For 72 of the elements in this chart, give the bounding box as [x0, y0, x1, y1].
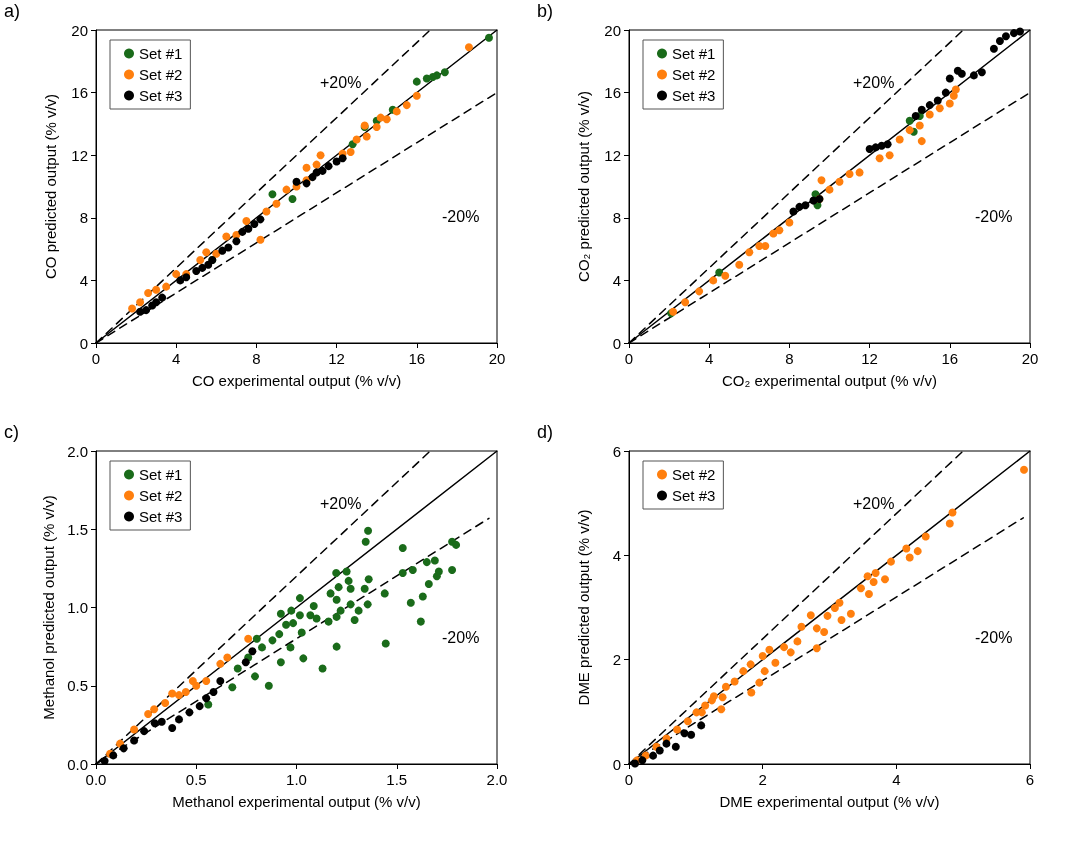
y-tick-label: 2.0	[67, 442, 88, 460]
x-tick-label: 16	[408, 350, 426, 367]
y-tick-label: 16	[71, 84, 88, 102]
y-tick-label: 0.0	[67, 755, 88, 773]
y-axis-title: Methanol predicted output (% v/v)	[40, 495, 58, 720]
y-tick-label: 1.0	[67, 599, 88, 616]
y-tick-label: 4	[612, 271, 621, 289]
legend-label: Set #2	[139, 66, 183, 83]
x-tick-label: 1.5	[386, 771, 408, 788]
legend-label: Set #1	[139, 466, 183, 483]
text: b)	[537, 1, 554, 21]
legend-label: Set #2	[139, 487, 183, 504]
x-tick-label: 4	[892, 771, 901, 788]
x-tick-label: 6	[1025, 771, 1035, 788]
annotation: -20%	[442, 207, 480, 225]
y-tick-label: 8	[79, 209, 88, 227]
x-tick-label: 1.0	[286, 771, 307, 788]
x-tick-label: 20	[1021, 350, 1039, 367]
x-tick-label: 0	[624, 771, 634, 788]
y-tick-label: 16	[604, 84, 621, 102]
x-tick-label: 16	[941, 350, 959, 367]
annotation: +20%	[853, 73, 895, 91]
legend-label: Set #2	[672, 66, 716, 83]
text: a)	[4, 1, 21, 21]
x-axis-title: Methanol experimental output (% v/v)	[172, 793, 421, 810]
legend-label: Set #3	[672, 87, 716, 104]
y-tick-label: 12	[71, 146, 88, 164]
x-axis-title: CO experimental output (% v/v)	[191, 372, 402, 389]
y-tick-label: 4	[79, 271, 88, 289]
y-tick-label: 8	[612, 209, 621, 227]
legend-label: Set #3	[139, 508, 183, 525]
x-tick-label: 20	[488, 350, 506, 367]
y-tick-label: 4	[612, 546, 621, 564]
legend-label: Set #3	[672, 487, 716, 504]
x-tick-label: 4	[705, 350, 714, 367]
x-tick-label: 12	[861, 350, 878, 367]
y-tick-label: 12	[604, 146, 621, 164]
y-tick-label: 20	[604, 21, 621, 39]
x-tick-label: 12	[328, 350, 345, 367]
y-tick-label: 0	[612, 334, 621, 352]
y-axis-title: DME predicted output (% v/v)	[575, 509, 592, 706]
legend-label: Set #1	[139, 45, 183, 62]
x-tick-label: 4	[172, 350, 181, 367]
y-tick-label: 6	[612, 442, 621, 460]
y-tick-label: 2	[612, 651, 621, 669]
annotation: -20%	[975, 628, 1013, 646]
annotation: +20%	[320, 494, 362, 512]
legend-label: Set #1	[672, 45, 716, 62]
x-tick-label: 2.0	[486, 771, 508, 788]
annotation: +20%	[853, 494, 895, 512]
x-axis-title: DME experimental output (% v/v)	[719, 793, 940, 810]
x-tick-label: 2	[758, 771, 767, 788]
y-tick-label: 0	[79, 334, 88, 352]
y-tick-label: 20	[71, 21, 88, 39]
y-axis-title: CO predicted output (% v/v)	[42, 93, 59, 280]
annotation: +20%	[320, 73, 362, 91]
legend-label: Set #3	[139, 87, 183, 104]
y-tick-label: 1.5	[67, 520, 88, 538]
y-tick-label: 0	[612, 755, 621, 773]
y-axis-title: CO₂ predicted output (% v/v)	[575, 91, 592, 282]
annotation: -20%	[442, 628, 480, 646]
x-tick-label: 0	[91, 350, 101, 367]
x-tick-label: 8	[252, 350, 261, 367]
annotation: -20%	[975, 207, 1013, 225]
text: c)	[4, 422, 19, 442]
legend-label: Set #2	[672, 466, 716, 483]
y-tick-label: 0.5	[67, 677, 88, 695]
x-axis-title: CO₂ experimental output (% v/v)	[721, 372, 938, 389]
text: d)	[537, 422, 554, 442]
x-tick-label: 8	[785, 350, 794, 367]
x-tick-label: 0	[624, 350, 634, 367]
x-tick-label: 0.5	[185, 771, 207, 788]
